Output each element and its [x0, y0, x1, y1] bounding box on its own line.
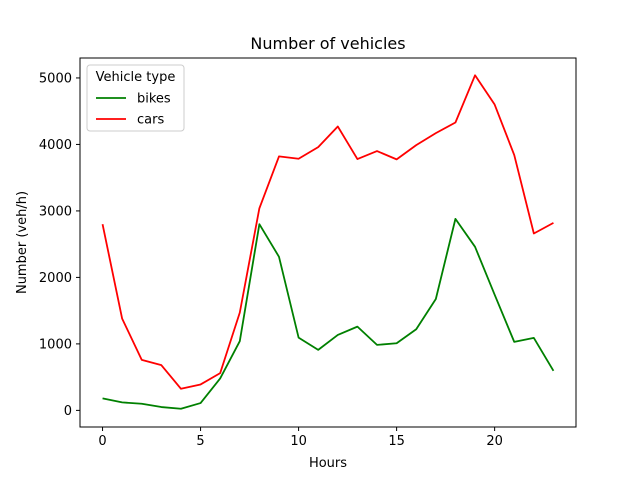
legend-label-cars: cars — [137, 113, 164, 128]
legend-label-bikes: bikes — [137, 92, 171, 107]
legend-box — [86, 64, 185, 132]
chart-title: Number of vehicles — [250, 34, 405, 53]
y-axis: 0 1000 2000 3000 4000 5000 — [39, 71, 80, 419]
y-tick-label: 3000 — [39, 204, 72, 219]
x-tick-label: 10 — [290, 434, 307, 449]
x-tick-label: 0 — [98, 434, 106, 449]
x-tick-label: 15 — [388, 434, 405, 449]
series-line-cars — [101, 74, 554, 390]
legend: Vehicle type bikes cars — [86, 64, 185, 132]
y-tick-label: 2000 — [39, 271, 72, 286]
x-axis-label: Hours — [309, 456, 347, 471]
y-tick-label: 4000 — [39, 138, 72, 153]
x-tick-label: 20 — [486, 434, 503, 449]
y-tick-label: 1000 — [39, 337, 72, 352]
plot-area-frame — [79, 57, 577, 428]
x-tick-label: 5 — [196, 434, 204, 449]
series-line-bikes — [102, 217, 555, 410]
legend-title: Vehicle type — [96, 70, 176, 85]
y-tick-label: 5000 — [39, 71, 72, 86]
x-axis: 0 5 10 15 20 — [98, 427, 503, 449]
y-axis-label: Number (veh/h) — [15, 191, 30, 294]
series-lines — [101, 74, 555, 410]
y-tick-label: 0 — [64, 404, 72, 419]
